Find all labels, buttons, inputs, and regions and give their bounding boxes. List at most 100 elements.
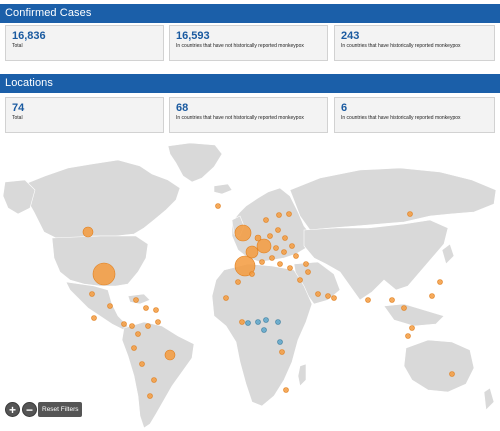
marker-spain[interactable] — [234, 255, 256, 277]
minus-icon: − — [25, 403, 33, 417]
map-land — [2, 142, 497, 429]
marker-case[interactable] — [429, 293, 435, 299]
marker-case[interactable] — [155, 319, 161, 325]
marker-canada[interactable] — [82, 226, 94, 238]
marker-case[interactable] — [147, 393, 153, 399]
region-africa[interactable] — [211, 263, 313, 407]
zoom-in-button[interactable]: + — [5, 402, 20, 417]
marker-case[interactable] — [135, 331, 141, 337]
marker-historic[interactable] — [275, 319, 281, 325]
marker-case[interactable] — [129, 323, 135, 329]
marker-case[interactable] — [153, 307, 159, 313]
marker-case[interactable] — [131, 345, 137, 351]
marker-case[interactable] — [325, 293, 331, 299]
country-alaska[interactable] — [2, 179, 36, 215]
marker-case[interactable] — [89, 291, 95, 297]
marker-case[interactable] — [277, 261, 283, 267]
marker-case[interactable] — [297, 277, 303, 283]
marker-usa[interactable] — [92, 262, 116, 286]
marker-case[interactable] — [223, 295, 229, 301]
marker-case[interactable] — [273, 245, 279, 251]
marker-case[interactable] — [405, 333, 411, 339]
country-usa[interactable] — [51, 235, 149, 287]
world-map[interactable] — [0, 140, 500, 431]
marker-case[interactable] — [331, 295, 337, 301]
confirmed-historic-card: 243 In countries that have historically … — [334, 25, 495, 61]
marker-case[interactable] — [107, 303, 113, 309]
plus-icon: + — [8, 403, 16, 417]
country-japan[interactable] — [441, 243, 455, 265]
case-markers — [82, 203, 455, 399]
zoom-out-button[interactable]: − — [22, 402, 37, 417]
region-caribbean[interactable] — [127, 293, 151, 305]
marker-case[interactable] — [449, 371, 455, 377]
marker-brazil[interactable] — [164, 349, 176, 361]
marker-case[interactable] — [269, 255, 275, 261]
marker-case[interactable] — [437, 279, 443, 285]
marker-case[interactable] — [249, 271, 255, 277]
country-australia[interactable] — [403, 339, 475, 393]
marker-case[interactable] — [275, 227, 281, 233]
marker-case[interactable] — [139, 361, 145, 367]
marker-case[interactable] — [143, 305, 149, 311]
country-mexico[interactable] — [65, 281, 129, 331]
marker-case[interactable] — [267, 233, 273, 239]
marker-case[interactable] — [293, 253, 299, 259]
confirmed-non-historic-value: 16,593 — [176, 30, 210, 42]
marker-historic[interactable] — [263, 317, 269, 323]
country-canada[interactable] — [24, 159, 181, 239]
marker-case[interactable] — [365, 297, 371, 303]
marker-case[interactable] — [286, 211, 292, 217]
marker-france[interactable] — [245, 245, 259, 259]
marker-historic[interactable] — [277, 339, 283, 345]
marker-case[interactable] — [279, 349, 285, 355]
marker-case[interactable] — [239, 319, 245, 325]
marker-uk[interactable] — [234, 224, 252, 242]
country-greenland[interactable] — [167, 142, 223, 183]
marker-case[interactable] — [263, 217, 269, 223]
locations-historic-value: 6 — [341, 102, 348, 114]
marker-case[interactable] — [215, 203, 221, 209]
reset-filters-button[interactable]: Reset Filters — [38, 402, 83, 417]
marker-case[interactable] — [283, 387, 289, 393]
world-map-svg[interactable] — [0, 140, 500, 431]
marker-case[interactable] — [133, 297, 139, 303]
marker-case[interactable] — [91, 315, 97, 321]
marker-case[interactable] — [145, 323, 151, 329]
marker-case[interactable] — [287, 265, 293, 271]
region-asia[interactable] — [303, 219, 449, 301]
marker-historic[interactable] — [245, 320, 251, 326]
marker-case[interactable] — [276, 212, 282, 218]
marker-case[interactable] — [289, 243, 295, 249]
region-south-america[interactable] — [121, 321, 195, 429]
marker-case[interactable] — [259, 259, 265, 265]
marker-historic[interactable] — [255, 319, 261, 325]
country-iceland[interactable] — [213, 183, 233, 195]
locations-header: Locations — [0, 74, 500, 93]
country-russia[interactable] — [289, 167, 497, 231]
marker-germany[interactable] — [256, 238, 272, 254]
marker-case[interactable] — [401, 305, 407, 311]
confirmed-historic-label: In countries that have historically repo… — [341, 43, 461, 49]
country-new-zealand[interactable] — [483, 387, 495, 411]
marker-case[interactable] — [235, 279, 241, 285]
confirmed-non-historic-card: 16,593 In countries that have not histor… — [169, 25, 328, 61]
marker-case[interactable] — [281, 249, 287, 255]
marker-case[interactable] — [303, 261, 309, 267]
marker-case[interactable] — [121, 321, 127, 327]
marker-case[interactable] — [282, 235, 288, 241]
locations-historic-card: 6 In countries that have historically re… — [334, 97, 495, 133]
marker-historic[interactable] — [261, 327, 267, 333]
locations-non-historic-value: 68 — [176, 102, 189, 114]
country-madagascar[interactable] — [297, 363, 307, 387]
marker-case[interactable] — [389, 297, 395, 303]
locations-non-historic-card: 68 In countries that have not historical… — [169, 97, 328, 133]
marker-case[interactable] — [315, 291, 321, 297]
marker-case[interactable] — [254, 234, 262, 242]
marker-case[interactable] — [151, 377, 157, 383]
marker-case[interactable] — [305, 269, 311, 275]
locations-title: Locations — [5, 77, 53, 89]
marker-case[interactable] — [409, 325, 415, 331]
region-southeast-asia[interactable] — [383, 303, 445, 327]
marker-case[interactable] — [407, 211, 413, 217]
